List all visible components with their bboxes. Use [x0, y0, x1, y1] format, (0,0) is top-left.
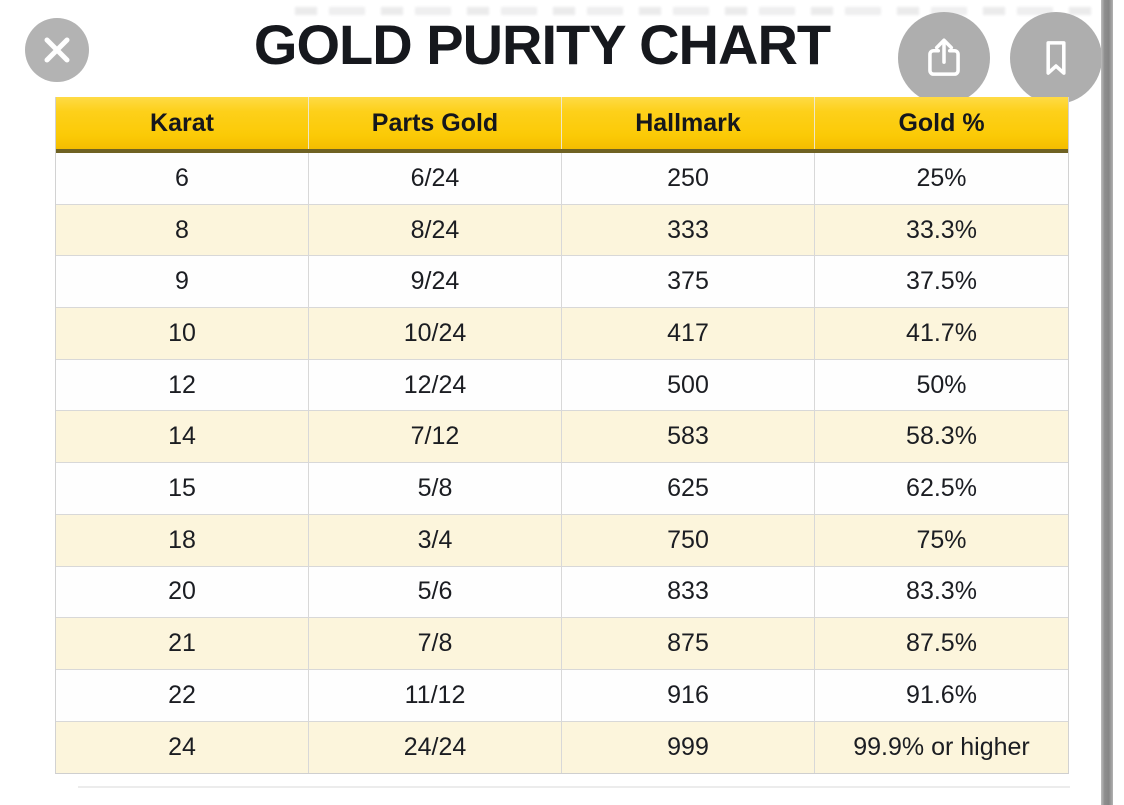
table-row: 20 5/6 833 83.3%	[56, 566, 1068, 619]
table-cell: 375	[562, 256, 815, 308]
table-header-row: Karat Parts Gold Hallmark Gold %	[56, 97, 1068, 153]
gold-purity-table: Karat Parts Gold Hallmark Gold % 6 6/24 250 25…	[55, 97, 1069, 775]
table-cell: 3/4	[309, 514, 562, 566]
table-cell: 87.5%	[906, 629, 977, 658]
table-cell: 37.5%	[906, 267, 977, 296]
share-icon	[919, 33, 969, 83]
table-cell: 62.5%	[906, 473, 977, 502]
column-header: Gold %	[898, 108, 985, 137]
table-row: 21 7/8 875 87.5%	[56, 618, 1068, 670]
table-cell: 7/8	[309, 618, 562, 669]
table-cell: 250	[562, 153, 815, 204]
table-row: 15 5/8 625 62.5%	[56, 463, 1068, 515]
table-row: 9 9/24 375 37.5%	[56, 256, 1068, 309]
table-cell: 14	[56, 411, 309, 463]
bookmark-button[interactable]	[1010, 12, 1102, 104]
table-cell: 8	[56, 204, 309, 256]
vertical-scrollbar[interactable]	[1101, 0, 1113, 805]
table-cell: 24/24	[309, 721, 562, 774]
table-row: 12 12/24 500 50%	[56, 359, 1068, 412]
close-icon	[40, 33, 74, 67]
table-cell: 8/24	[309, 204, 562, 256]
table-cell: 333	[562, 204, 815, 256]
table-cell: 875	[562, 618, 815, 669]
table-cell: 58.3%	[906, 422, 977, 451]
table-cell: 999	[562, 721, 815, 774]
table-row: 6 6/24 250 25%	[56, 153, 1068, 205]
table-cell: 9/24	[309, 256, 562, 308]
table-cell: 21	[56, 618, 309, 669]
column-header: Karat	[56, 97, 309, 149]
table-cell: 500	[562, 359, 815, 411]
table-row: 14 7/12 583 58.3%	[56, 411, 1068, 464]
table-cell: 50%	[916, 370, 967, 399]
column-header: Hallmark	[562, 97, 815, 149]
table-cell: 11/12	[309, 669, 562, 721]
table-cell: 41.7%	[906, 318, 977, 347]
share-button[interactable]	[898, 12, 990, 104]
table-cell: 417	[562, 308, 815, 359]
table-cell: 750	[562, 514, 815, 566]
table-cell: 9	[56, 256, 309, 308]
table-cell: 916	[562, 669, 815, 721]
table-cell: 75%	[916, 525, 967, 554]
bookmark-icon	[1031, 33, 1081, 83]
table-cell: 24	[56, 721, 309, 774]
table-cell: 10	[56, 308, 309, 359]
table-cell: 20	[56, 566, 309, 618]
page-title: GOLD PURITY CHART	[253, 13, 831, 76]
table-cell: 6	[56, 153, 309, 204]
table-row: 24 24/24 999 99.9% or higher	[56, 721, 1068, 774]
table-cell: 6/24	[309, 153, 562, 204]
table-cell: 83.3%	[906, 577, 977, 606]
table-cell: 99.9% or higher	[853, 732, 1030, 761]
bottom-edge-artifact	[78, 786, 1070, 788]
table-cell: 25%	[916, 163, 967, 192]
top-edge-artifact	[295, 7, 1095, 15]
table-cell: 583	[562, 411, 815, 463]
table-cell: 18	[56, 514, 309, 566]
table-row: 8 8/24 333 33.3%	[56, 204, 1068, 257]
table-cell: 7/12	[309, 411, 562, 463]
table-cell: 5/8	[309, 463, 562, 514]
table-body: 6 6/24 250 25% 8 8/24 333 33.3% 9 9/24 375 37.5% 10 1…	[56, 153, 1068, 774]
table-cell: 33.3%	[906, 215, 977, 244]
table-cell: 10/24	[309, 308, 562, 359]
table-row: 18 3/4 750 75%	[56, 514, 1068, 567]
table-row: 22 11/12 916 91.6%	[56, 669, 1068, 722]
table-row: 10 10/24 417 41.7%	[56, 308, 1068, 360]
table-cell: 625	[562, 463, 815, 514]
close-button[interactable]	[25, 18, 89, 82]
column-header: Parts Gold	[309, 97, 562, 149]
table-cell: 833	[562, 566, 815, 618]
table-cell: 12	[56, 359, 309, 411]
table-cell: 91.6%	[906, 680, 977, 709]
table-cell: 5/6	[309, 566, 562, 618]
table-cell: 12/24	[309, 359, 562, 411]
table-cell: 22	[56, 669, 309, 721]
table-cell: 15	[56, 463, 309, 514]
